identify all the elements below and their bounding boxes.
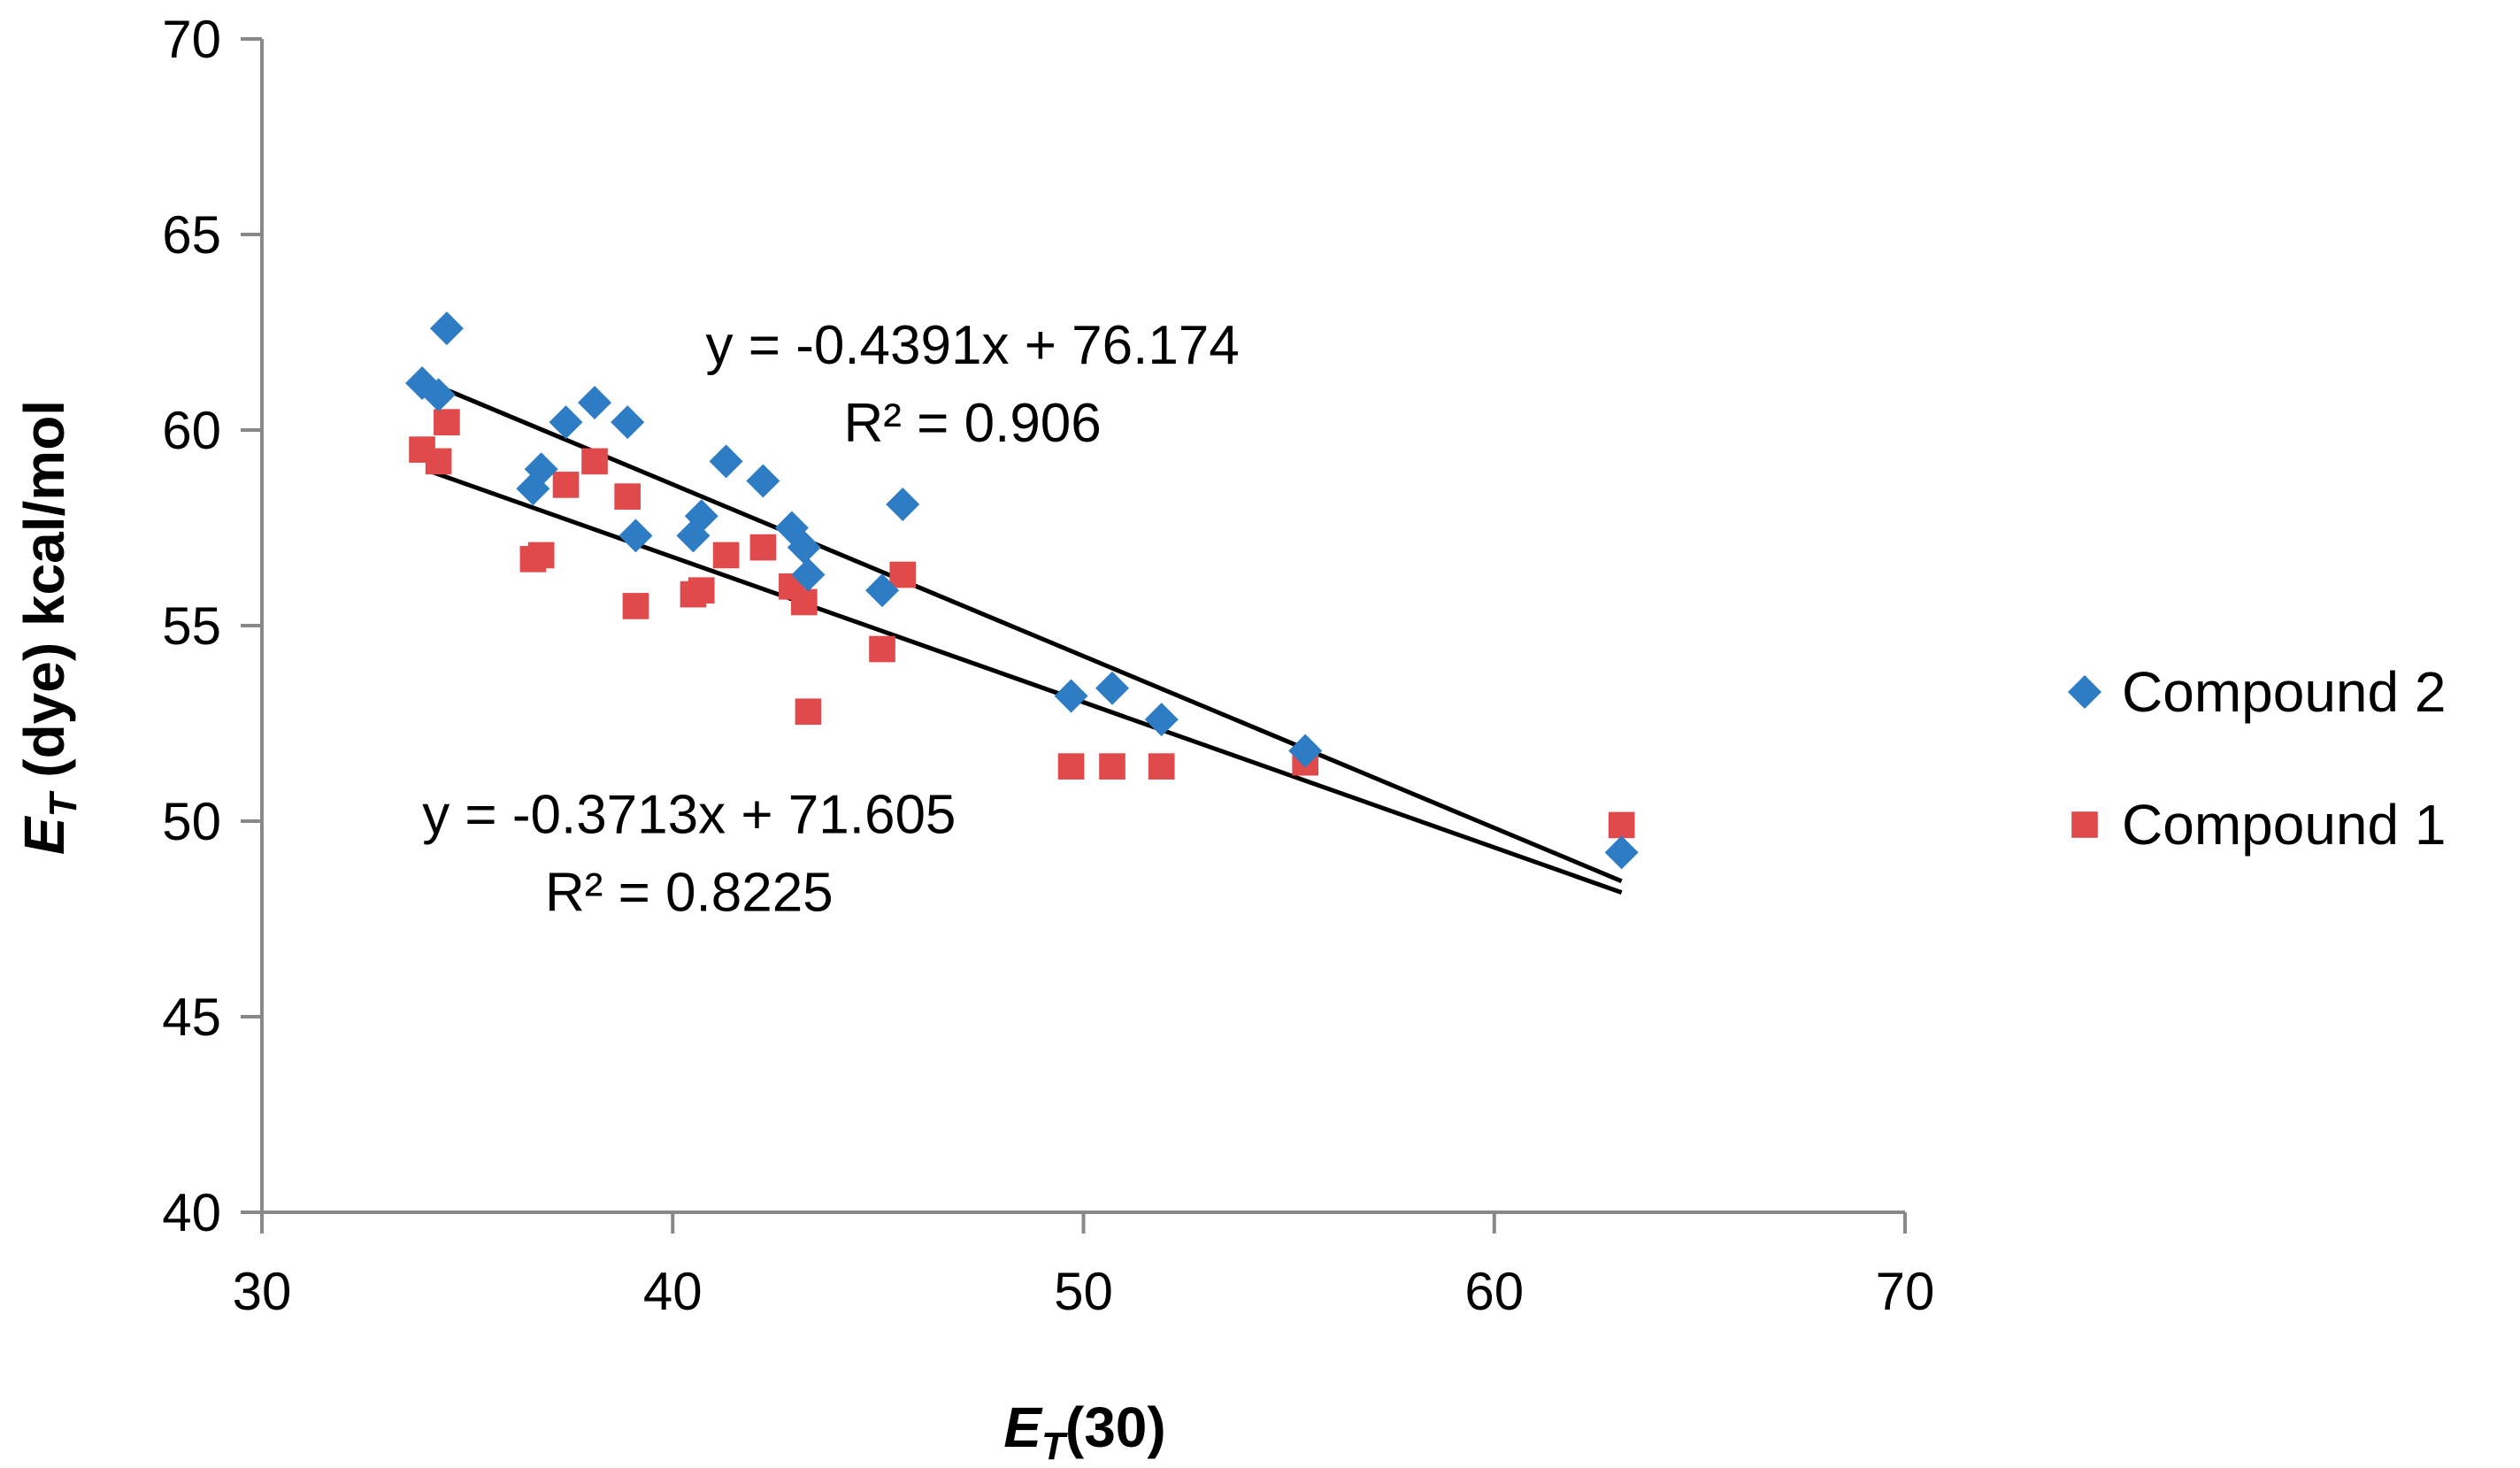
data-point (581, 448, 608, 475)
data-point (578, 386, 612, 420)
data-point (749, 534, 777, 561)
trendline-annotations: y = -0.4391x + 76.174 R² = 0.906 y = -0.37… (422, 315, 1240, 923)
legend: Compound 2 Compound 1 (2068, 660, 2446, 857)
data-point (1608, 811, 1635, 839)
x-axis-title-main: E (1003, 1395, 1043, 1459)
data-point (1288, 734, 1323, 768)
data-point (611, 405, 645, 440)
y-tick-label: 65 (162, 205, 221, 265)
x-tick-label: 30 (233, 1262, 292, 1321)
data-point (618, 519, 653, 553)
y-axis-title-sub: T (42, 790, 85, 817)
data-point (1144, 703, 1179, 737)
data-point (552, 472, 580, 498)
y-tick-label: 55 (162, 596, 221, 656)
data-point (684, 499, 718, 534)
y-tick-label: 45 (162, 988, 221, 1047)
data-point (746, 464, 780, 498)
data-point (1057, 753, 1085, 780)
y-tick-label: 50 (162, 792, 221, 851)
legend-marker (2071, 811, 2098, 838)
legend-item: Compound 2 (2068, 660, 2446, 724)
x-tick-label: 70 (1876, 1262, 1935, 1321)
y-axis-title: ET (dye) kcal/mol (12, 400, 85, 855)
trendline-r2: R² = 0.8225 (545, 862, 834, 923)
y-tick-label: 60 (162, 401, 221, 460)
data-point (791, 557, 826, 592)
data-point (527, 542, 555, 569)
data-point (795, 698, 822, 726)
legend-marker (2068, 675, 2101, 709)
legend-item: Compound 1 (2071, 793, 2446, 857)
series-compound-2 (405, 311, 1639, 870)
trendline-compound-2 (425, 379, 1623, 884)
data-point (434, 409, 460, 435)
data-point (1054, 679, 1088, 713)
trendline-r2: R² = 0.906 (844, 393, 1102, 454)
data-point (425, 448, 452, 475)
x-tick-label: 50 (1054, 1262, 1113, 1321)
x-tick-label: 60 (1464, 1262, 1524, 1321)
data-point (889, 561, 917, 588)
data-point (549, 405, 583, 440)
x-axis-title-rest: (30) (1065, 1395, 1166, 1459)
data-point (1148, 753, 1175, 780)
data-point (622, 593, 649, 619)
data-point (869, 635, 895, 663)
legend-label: Compound 2 (2122, 660, 2446, 724)
series-compound-1 (409, 409, 1635, 839)
y-axis-title-main: E (12, 815, 76, 855)
legend-label: Compound 1 (2122, 793, 2446, 857)
data-point (524, 452, 558, 487)
data-point (886, 487, 920, 521)
x-tick-label: 40 (643, 1262, 703, 1321)
data-point (421, 378, 456, 412)
y-axis-title-rest: (dye) kcal/mol (12, 400, 76, 794)
data-point (1099, 753, 1126, 780)
y-tick-label: 40 (162, 1183, 221, 1242)
x-axis-title-sub: T (1041, 1425, 1068, 1468)
data-point (429, 311, 464, 346)
x-axis-title: ET(30) (1003, 1395, 1165, 1468)
trendline-equation: y = -0.3713x + 71.605 (422, 784, 956, 845)
data-point (709, 444, 743, 479)
data-points (405, 311, 1639, 870)
y-tick-label: 70 (162, 10, 221, 69)
trendline-equation: y = -0.4391x + 76.174 (706, 315, 1240, 376)
data-point (1604, 835, 1639, 870)
data-point (688, 577, 715, 604)
data-point (614, 483, 642, 510)
data-point (712, 542, 740, 569)
data-point (1095, 671, 1129, 705)
data-point (787, 530, 821, 565)
data-point (865, 573, 900, 608)
data-point (790, 588, 818, 616)
